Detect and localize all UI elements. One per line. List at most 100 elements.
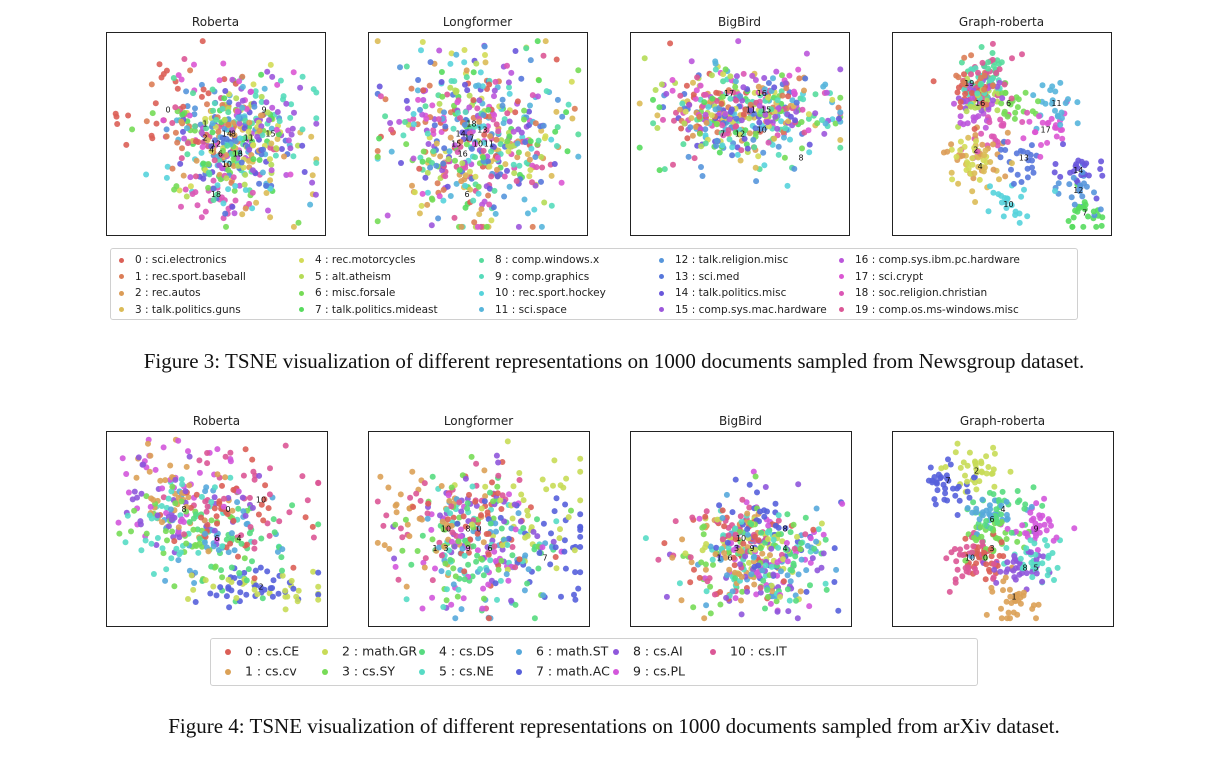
scatter-point bbox=[438, 552, 445, 559]
scatter-point bbox=[998, 199, 1005, 206]
scatter-point bbox=[276, 518, 283, 525]
scatter-point bbox=[1033, 561, 1040, 568]
scatter-point bbox=[540, 592, 547, 599]
legend-label: 3 : cs.SY bbox=[342, 663, 396, 679]
scatter-point bbox=[138, 490, 145, 497]
scatter-point bbox=[820, 531, 827, 538]
scatter-point bbox=[991, 561, 997, 567]
scatter-point bbox=[222, 88, 229, 94]
scatter-point bbox=[246, 119, 253, 126]
scatter-point bbox=[813, 505, 820, 512]
scatter-point bbox=[388, 148, 395, 155]
scatter-point bbox=[774, 125, 781, 132]
scatter-point bbox=[539, 544, 546, 551]
scatter-point bbox=[217, 176, 224, 183]
scatter-point bbox=[700, 531, 707, 538]
scatter-point bbox=[1049, 97, 1056, 104]
scatter-point bbox=[991, 450, 998, 457]
scatter-point bbox=[1024, 149, 1031, 156]
scatter-point bbox=[184, 125, 190, 132]
scatter-point bbox=[274, 548, 281, 555]
legend-item-figure3-0: 0 : sci.electronics bbox=[119, 252, 226, 269]
scatter-point bbox=[192, 599, 199, 605]
scatter-point bbox=[242, 171, 249, 178]
scatter-point bbox=[1065, 96, 1071, 103]
scatter-point bbox=[801, 87, 807, 94]
scatter-point bbox=[309, 179, 316, 186]
scatter-point bbox=[733, 123, 740, 130]
scatter-point bbox=[656, 104, 663, 111]
scatter-point bbox=[948, 141, 955, 148]
scatter-point bbox=[1030, 169, 1037, 176]
scatter-point bbox=[475, 183, 482, 190]
fig3-plot-roberta: 0 1 2 4 6 8 9 10 11 12 13 14 15 16 18 bbox=[106, 32, 326, 236]
scatter-point bbox=[954, 89, 961, 96]
scatter-point bbox=[268, 125, 275, 132]
scatter-point bbox=[480, 585, 487, 592]
cluster-label: 16 bbox=[458, 150, 468, 159]
scatter-point bbox=[986, 119, 993, 126]
scatter-point bbox=[498, 557, 505, 564]
cluster-label: 13 bbox=[1019, 154, 1029, 163]
scatter-point bbox=[510, 161, 517, 168]
scatter-point bbox=[1085, 213, 1091, 220]
scatter-point bbox=[717, 601, 724, 608]
scatter-point bbox=[724, 539, 731, 546]
scatter-point bbox=[511, 170, 518, 177]
legend-marker bbox=[322, 668, 328, 675]
scatter-point bbox=[1035, 601, 1042, 608]
scatter-point bbox=[962, 565, 969, 571]
cluster-label: 8 bbox=[231, 130, 236, 139]
scatter-point bbox=[684, 135, 691, 142]
scatter-point bbox=[785, 608, 792, 615]
scatter-point bbox=[230, 163, 237, 169]
scatter-point bbox=[561, 548, 568, 555]
scatter-point bbox=[757, 589, 764, 596]
scatter-point bbox=[1008, 166, 1014, 173]
scatter-point bbox=[454, 109, 461, 116]
scatter-point bbox=[236, 120, 243, 127]
scatter-point bbox=[282, 587, 289, 594]
legend-label: 6 : math.ST bbox=[536, 643, 609, 659]
scatter-point bbox=[480, 147, 487, 154]
scatter-point bbox=[783, 85, 790, 92]
scatter-point bbox=[759, 567, 766, 574]
scatter-point bbox=[650, 120, 657, 127]
scatter-point bbox=[548, 136, 555, 143]
scatter-point bbox=[524, 580, 531, 587]
scatter-point bbox=[702, 561, 709, 568]
cluster-label: 19 bbox=[964, 79, 974, 88]
scatter-point bbox=[702, 126, 709, 133]
scatter-point bbox=[787, 566, 794, 573]
scatter-point bbox=[267, 214, 274, 221]
scatter-point bbox=[775, 524, 782, 531]
scatter-point bbox=[719, 93, 726, 100]
scatter-point bbox=[713, 98, 720, 104]
legend-label: 17 : sci.crypt bbox=[855, 270, 924, 283]
scatter-point bbox=[738, 573, 745, 580]
scatter-point bbox=[198, 214, 205, 221]
scatter-point bbox=[192, 105, 198, 112]
scatter-point bbox=[972, 132, 979, 138]
scatter-point bbox=[699, 173, 706, 179]
scatter-point bbox=[288, 131, 295, 138]
scatter-point bbox=[810, 526, 817, 533]
scatter-point bbox=[527, 57, 534, 64]
scatter-point bbox=[312, 191, 319, 198]
scatter-point bbox=[740, 84, 747, 91]
scatter-point bbox=[748, 571, 755, 578]
scatter-point bbox=[712, 551, 719, 558]
scatter-point bbox=[269, 593, 276, 600]
legend-marker bbox=[839, 274, 844, 280]
scatter-point bbox=[702, 91, 709, 98]
scatter-point bbox=[716, 149, 723, 156]
legend-item-figure4-3: 3 : cs.SY bbox=[322, 661, 395, 682]
scatter-point bbox=[474, 547, 481, 554]
scatter-point bbox=[138, 547, 145, 554]
cluster-label: 6 bbox=[214, 534, 219, 543]
scatter-point bbox=[224, 142, 231, 149]
scatter-point bbox=[216, 500, 223, 507]
legend-marker bbox=[479, 290, 484, 296]
scatter-point bbox=[577, 524, 584, 531]
legend-label: 3 : talk.politics.guns bbox=[135, 303, 241, 316]
